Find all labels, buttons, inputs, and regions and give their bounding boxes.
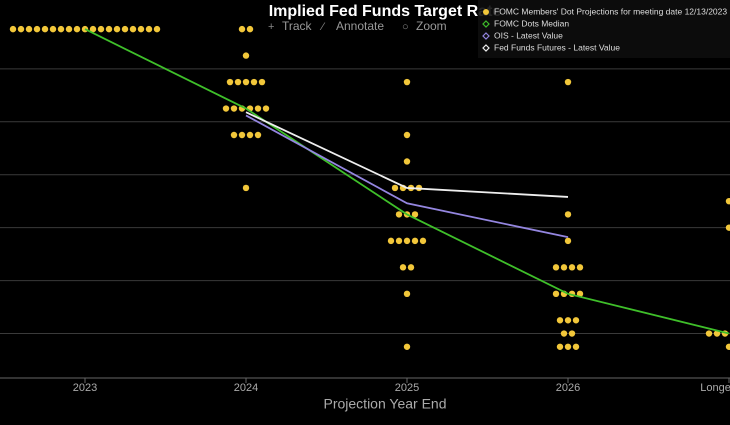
dot (262, 105, 270, 112)
x-tick-label: 2025 (395, 382, 419, 394)
dot (705, 330, 713, 337)
dot (73, 25, 81, 33)
dot (258, 78, 266, 86)
dot (395, 211, 403, 218)
series-line (84, 28, 730, 335)
legend-label: FOMC Dots Median (494, 18, 569, 28)
dot (97, 25, 105, 33)
dot (41, 25, 49, 33)
dot (576, 264, 584, 271)
toolbar-icon: + (268, 21, 274, 33)
dot (560, 264, 568, 271)
dot (403, 131, 411, 139)
legend-label: OIS - Latest Value (494, 30, 563, 40)
dot (246, 25, 254, 33)
dot (403, 158, 411, 165)
dot (576, 290, 584, 298)
series-line (245, 114, 569, 239)
x-axis-title: Projection Year End (324, 396, 447, 412)
dot (564, 237, 572, 245)
dot (572, 343, 580, 350)
dot (560, 330, 568, 337)
x-tick-label: Longer Run (700, 382, 730, 394)
dot (242, 78, 250, 86)
dot (387, 237, 395, 245)
dot (556, 317, 564, 324)
dot (254, 105, 262, 112)
dot (226, 78, 234, 86)
dot (145, 25, 153, 33)
dot (242, 52, 250, 59)
x-tick-label: 2026 (556, 382, 580, 394)
dot (49, 25, 57, 33)
legend-marker (482, 32, 490, 40)
dot (568, 330, 576, 337)
dot (395, 237, 403, 245)
dot (33, 25, 41, 33)
dot (129, 25, 137, 33)
dot (222, 105, 230, 112)
x-tick-label: 2024 (234, 382, 258, 394)
dot (403, 78, 411, 86)
toolbar-button[interactable]: Zoom (416, 19, 447, 33)
dot (713, 330, 721, 337)
dot (725, 197, 730, 205)
toolbar-button[interactable]: Track (282, 19, 313, 33)
dot (564, 343, 572, 350)
dot (411, 211, 419, 218)
dot (250, 78, 258, 86)
dot (242, 184, 250, 192)
dot (17, 25, 25, 33)
dot (399, 264, 407, 271)
dot (137, 25, 145, 33)
dot (238, 25, 246, 33)
dot (121, 25, 129, 33)
dot (411, 237, 419, 245)
dot (57, 25, 65, 33)
dot (238, 131, 246, 139)
dot (81, 25, 89, 33)
legend-label: Fed Funds Futures - Latest Value (494, 42, 620, 52)
dot (564, 211, 572, 218)
dot (391, 184, 399, 192)
dot (556, 343, 564, 350)
dot (403, 237, 411, 245)
dot (725, 343, 730, 350)
toolbar-icon: ⁄ (319, 21, 326, 33)
toolbar-button[interactable]: Annotate (336, 19, 384, 33)
toolbar-icon: ○ (402, 21, 409, 33)
legend-label: FOMC Members' Dot Projections for meetin… (494, 6, 727, 16)
legend-marker (483, 9, 489, 15)
dot (65, 25, 73, 33)
chart-title: Implied Fed Funds Target Rate (269, 3, 502, 20)
dot (246, 131, 254, 139)
dot (564, 317, 572, 324)
legend-box (478, 0, 730, 58)
dot (234, 78, 242, 86)
dot (89, 25, 97, 33)
dot (113, 25, 121, 33)
dot (25, 25, 33, 33)
dot (407, 264, 415, 271)
legend-marker (482, 20, 490, 28)
legend-marker (482, 44, 490, 52)
dot (230, 105, 238, 112)
dot (564, 78, 572, 86)
series-line (245, 111, 569, 198)
dot (572, 317, 580, 324)
dot (403, 290, 411, 298)
dot (419, 237, 427, 245)
dot (153, 25, 161, 33)
dot (725, 224, 730, 231)
x-tick-label: 2023 (73, 382, 97, 394)
dot (552, 264, 560, 271)
dot (9, 25, 17, 33)
dot (403, 343, 411, 350)
dot (552, 290, 560, 298)
dot (568, 264, 576, 271)
dot (254, 131, 262, 139)
dot (105, 25, 113, 33)
dot (230, 131, 238, 139)
